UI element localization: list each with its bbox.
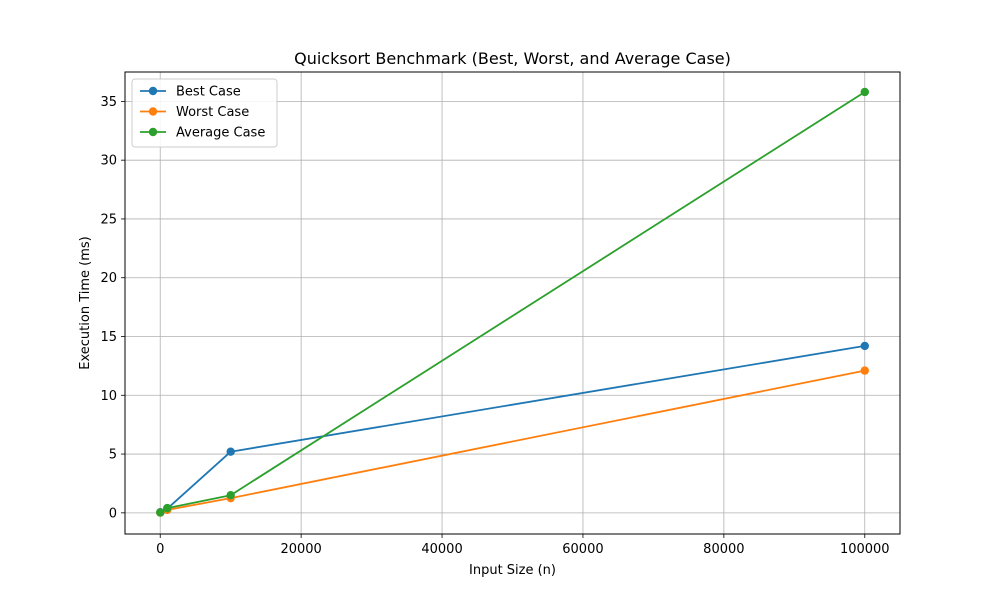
chart-title: Quicksort Benchmark (Best, Worst, and Av… <box>294 49 731 68</box>
legend: Best Case Worst Case Average Case <box>131 78 278 148</box>
legend-marker <box>148 107 158 116</box>
legend-marker <box>148 127 158 137</box>
x-tick-label: 40000 <box>421 542 462 557</box>
data-point <box>860 87 869 97</box>
series-layer <box>156 87 869 517</box>
legend-marker <box>148 86 158 96</box>
y-tick-label: 25 <box>100 212 117 227</box>
legend-label: Best Case <box>176 85 241 100</box>
x-tick-label: 80000 <box>703 542 744 557</box>
y-tick-label: 20 <box>100 271 117 286</box>
y-tick-label: 15 <box>100 330 117 345</box>
data-point <box>226 447 235 456</box>
data-point <box>860 366 869 375</box>
y-tick-label: 5 <box>109 448 117 463</box>
x-tick-label: 100000 <box>840 542 890 557</box>
series-line-1 <box>159 369 865 514</box>
y-tick-label: 35 <box>100 95 117 110</box>
x-tick-label: 20000 <box>280 542 321 557</box>
series-line-0 <box>159 345 865 514</box>
legend-box <box>131 78 278 148</box>
x-axis-ticks: 0 20000 40000 60000 80000 100000 <box>156 534 890 557</box>
data-point <box>226 491 235 500</box>
y-tick-label: 10 <box>100 389 117 404</box>
legend-label: Average Case <box>176 126 265 141</box>
grid <box>125 72 900 534</box>
series-line-2 <box>159 91 866 514</box>
y-tick-label: 30 <box>100 154 117 169</box>
plot-frame <box>124 71 901 535</box>
y-axis-ticks: 0 5 10 15 20 25 30 35 <box>100 95 125 521</box>
y-tick-label: 0 <box>109 506 117 521</box>
data-point <box>163 503 172 513</box>
x-axis-label: Input Size (n) <box>469 563 556 578</box>
x-tick-label: 60000 <box>562 542 603 557</box>
y-axis-label: Execution Time (ms) <box>78 236 93 369</box>
x-tick-label: 0 <box>156 542 164 557</box>
data-point <box>860 341 869 351</box>
data-point <box>156 508 165 517</box>
legend-label: Worst Case <box>176 105 249 120</box>
